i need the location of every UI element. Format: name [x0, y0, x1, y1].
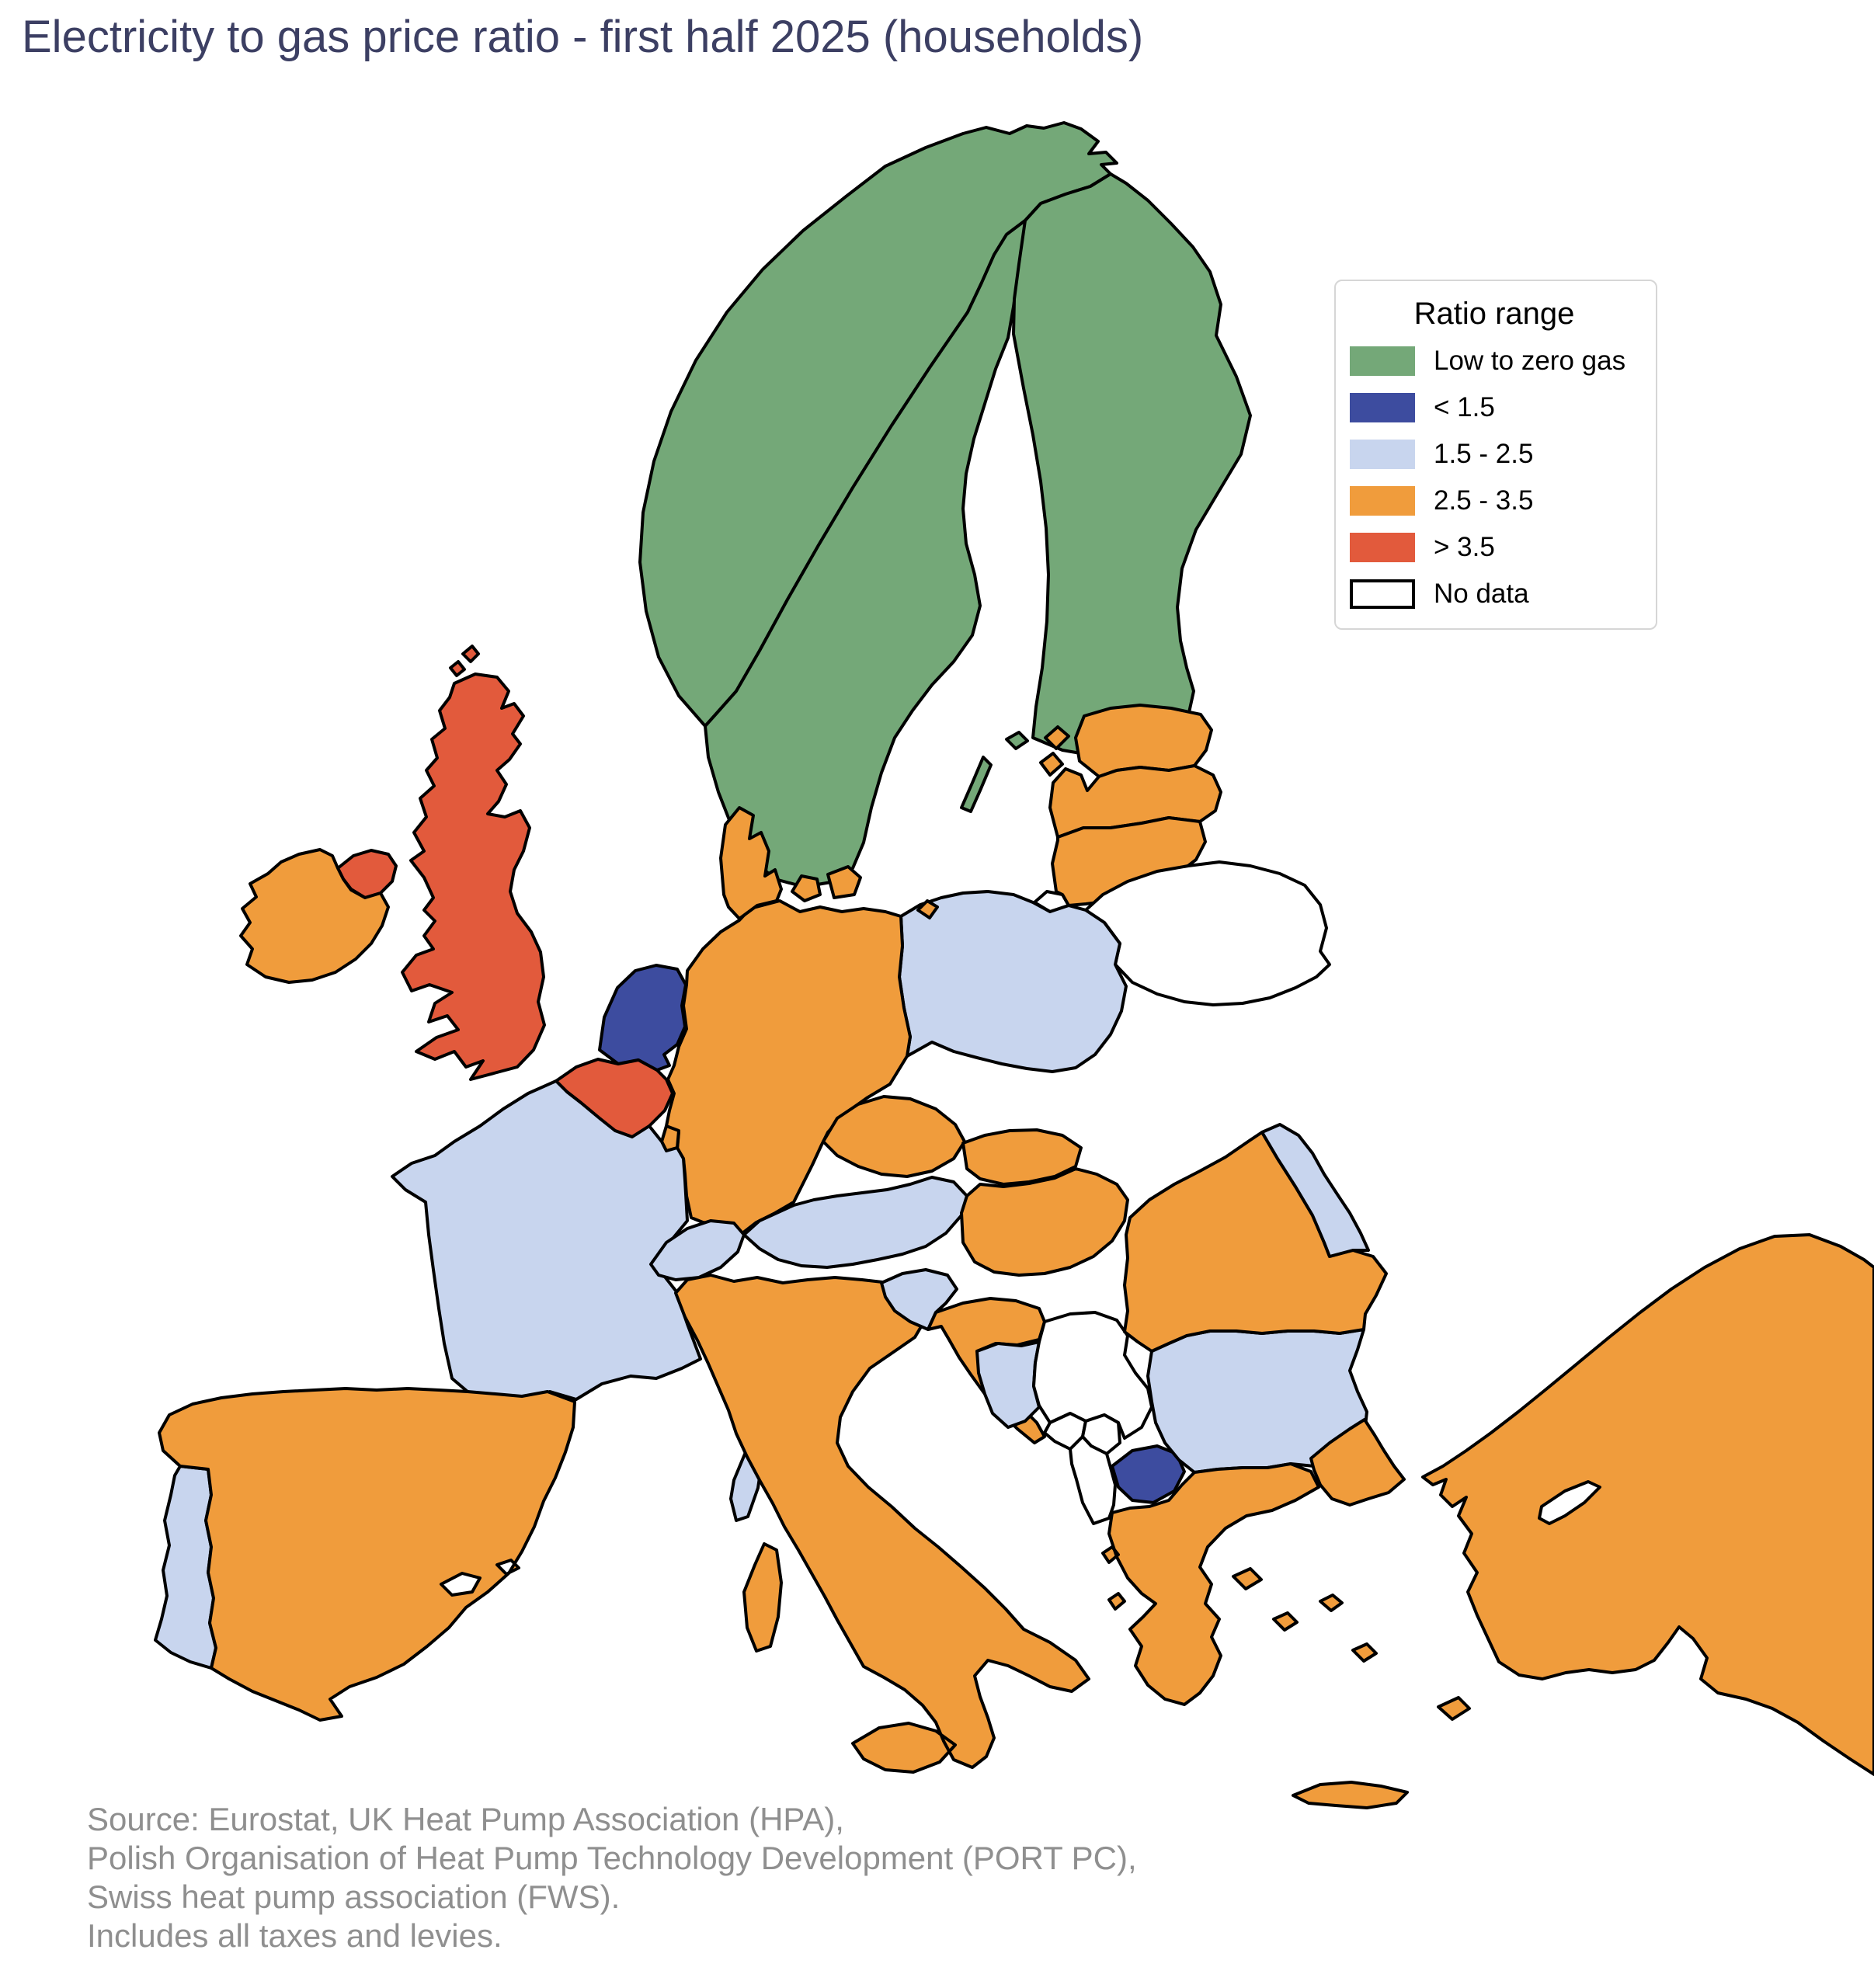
legend-item-lt_1_5: < 1.5: [1350, 392, 1639, 423]
legend-label: 1.5 - 2.5: [1434, 439, 1534, 469]
legend-label: > 3.5: [1434, 532, 1495, 562]
country-slovenia: Slovenia: [880, 1268, 958, 1331]
source-note: Source: Eurostat, UK Heat Pump Associati…: [87, 1800, 1137, 1955]
page-title: Electricity to gas price ratio - first h…: [22, 12, 1144, 62]
legend-swatch-r1_5_2_5: [1350, 440, 1415, 469]
country-serbia: Serbia: [1032, 1311, 1153, 1440]
country-greece: Greece: [1101, 1462, 1471, 1809]
legend-item-r2_5_3_5: 2.5 - 3.5: [1350, 485, 1639, 516]
legend-item-low_zero_gas: Low to zero gas: [1350, 346, 1639, 377]
country-slovakia: Slovakia: [961, 1128, 1083, 1186]
legend-label: 2.5 - 3.5: [1434, 485, 1534, 516]
source-line: Swiss heat pump association (FWS).: [87, 1878, 621, 1915]
country-portugal: Portugal: [154, 1465, 217, 1670]
legend-swatch-lt_1_5: [1350, 393, 1415, 422]
legend-rows: Low to zero gas < 1.5 1.5 - 2.5 2.5 - 3.5 > …: [1350, 346, 1639, 610]
country-moldova: Moldova: [1260, 1123, 1370, 1258]
country-switzerland: Switzerland: [649, 1219, 746, 1281]
legend-title: Ratio range: [1413, 297, 1575, 331]
legend-box: Ratio range Low to zero gas < 1.5 1.5 - 2.…: [1334, 280, 1657, 630]
legend-item-r1_5_2_5: 1.5 - 2.5: [1350, 439, 1639, 470]
legend-label: No data: [1434, 579, 1529, 609]
country-poland: Poland: [898, 890, 1128, 1073]
country-ireland: Ireland: [239, 848, 390, 984]
country-cyprus: Cyprus: [1538, 1480, 1601, 1525]
country-bosnia: Bosnia and Herzegovina: [975, 1340, 1041, 1429]
source-line: Includes all taxes and levies.: [87, 1917, 502, 1954]
legend-label: Low to zero gas: [1434, 346, 1626, 376]
source-line: Polish Organisation of Heat Pump Technol…: [87, 1839, 1137, 1876]
legend-swatch-no_data: [1350, 579, 1415, 609]
legend-item-no_data: No data: [1350, 579, 1639, 610]
country-netherlands: Netherlands: [598, 964, 687, 1072]
country-turkey: Turkey: [1309, 1233, 1874, 1776]
source-line: Source: Eurostat, UK Heat Pump Associati…: [87, 1801, 844, 1837]
country-belarus: Belarus: [1084, 860, 1331, 1006]
country-united-kingdom: United Kingdom: [336, 645, 546, 1081]
country-spain: Spain: [158, 1387, 576, 1722]
country-germany: Germany: [665, 899, 912, 1235]
country-hungary: Hungary: [960, 1167, 1129, 1277]
country-denmark: Denmark: [719, 806, 939, 920]
legend-swatch-low_zero_gas: [1350, 346, 1415, 376]
legend-label: < 1.5: [1434, 392, 1495, 422]
legend-swatch-r2_5_3_5: [1350, 486, 1415, 516]
country-lithuania: Lithuania: [1051, 816, 1207, 907]
legend-item-gt_3_5: > 3.5: [1350, 532, 1639, 563]
country-albania: Albania: [1069, 1435, 1117, 1525]
country-north-macedonia: North Macedonia: [1111, 1444, 1186, 1504]
legend-swatch-gt_3_5: [1350, 533, 1415, 562]
country-finland: Finland: [1005, 172, 1252, 758]
